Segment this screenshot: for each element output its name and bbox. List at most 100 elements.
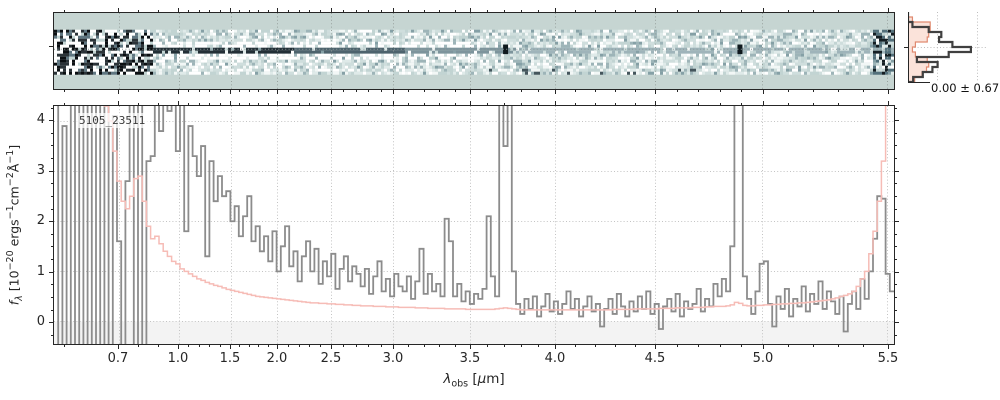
x-minor-tick	[838, 345, 839, 347]
y-minor-tick	[895, 335, 897, 336]
x-minor-tick	[615, 10, 616, 12]
x-minor-tick	[424, 345, 425, 347]
x-major-tick	[331, 101, 332, 105]
x-minor-tick	[698, 103, 699, 105]
x-minor-tick	[356, 10, 357, 12]
y-minor-tick	[895, 196, 897, 197]
x-minor-tick	[455, 10, 456, 12]
x-minor-tick	[408, 10, 409, 12]
x-minor-tick	[220, 90, 221, 92]
x-major-tick	[118, 90, 119, 94]
x-major-tick	[888, 90, 889, 94]
x-minor-tick	[368, 10, 369, 12]
x-minor-tick	[595, 345, 596, 347]
y-minor-tick	[895, 310, 897, 311]
x-minor-tick	[788, 103, 789, 105]
x-tick-label: 2.0	[266, 351, 288, 366]
x-minor-tick	[268, 345, 269, 347]
x-minor-tick	[199, 10, 200, 12]
y-major-tick	[895, 272, 899, 273]
x-minor-tick	[455, 345, 456, 347]
x-minor-tick	[258, 90, 259, 92]
y-minor-tick	[51, 310, 53, 311]
y-tick-label: 4	[36, 112, 45, 127]
x-major-tick	[393, 101, 394, 105]
x-major-tick	[331, 345, 332, 349]
twod-spectrum-canvas	[54, 13, 894, 89]
x-minor-tick	[595, 90, 596, 92]
x-minor-tick	[504, 345, 505, 347]
x-major-tick	[230, 8, 231, 12]
x-minor-tick	[439, 103, 440, 105]
x-minor-tick	[381, 345, 382, 347]
x-minor-tick	[368, 103, 369, 105]
y-minor-tick	[895, 145, 897, 146]
x-minor-tick	[863, 90, 864, 92]
y-major-tick	[895, 120, 899, 121]
x-minor-tick	[64, 345, 65, 347]
x-minor-tick	[863, 10, 864, 12]
x-minor-tick	[258, 103, 259, 105]
x-minor-tick	[439, 345, 440, 347]
x-major-tick	[470, 90, 471, 94]
y-major-tick	[49, 272, 53, 273]
x-minor-tick	[813, 10, 814, 12]
y-tick-label: 3	[36, 163, 45, 178]
x-minor-tick	[455, 90, 456, 92]
x-minor-tick	[356, 90, 357, 92]
x-minor-tick	[408, 345, 409, 347]
flux-plot-panel: 5105_23511	[53, 105, 895, 345]
x-minor-tick	[64, 10, 65, 12]
x-minor-tick	[64, 103, 65, 105]
x-minor-tick	[408, 90, 409, 92]
x-minor-tick	[199, 103, 200, 105]
x-minor-tick	[356, 345, 357, 347]
x-major-tick	[230, 90, 231, 94]
x-minor-tick	[439, 90, 440, 92]
x-major-tick	[393, 345, 394, 349]
y-minor-tick	[895, 297, 897, 298]
y-minor-tick	[895, 209, 897, 210]
y-minor-tick	[51, 209, 53, 210]
x-minor-tick	[424, 90, 425, 92]
x-major-tick	[178, 8, 179, 12]
x-minor-tick	[368, 90, 369, 92]
x-major-tick	[888, 8, 889, 12]
x-minor-tick	[268, 90, 269, 92]
y-tick-label: 2	[36, 213, 45, 228]
x-minor-tick	[239, 345, 240, 347]
x-minor-tick	[249, 345, 250, 347]
y-major-tick	[895, 322, 899, 323]
x-tick-label: 4.5	[644, 351, 666, 366]
x-minor-tick	[309, 10, 310, 12]
y-minor-tick	[51, 196, 53, 197]
x-minor-tick	[199, 345, 200, 347]
y-minor-tick	[895, 246, 897, 247]
x-minor-tick	[299, 10, 300, 12]
x-minor-tick	[268, 10, 269, 12]
x-axis-label: λobs [μm]	[443, 371, 505, 390]
x-minor-tick	[838, 10, 839, 12]
x-major-tick	[118, 345, 119, 349]
x-major-tick	[470, 101, 471, 105]
x-major-tick	[277, 90, 278, 94]
y-minor-tick	[51, 158, 53, 159]
x-minor-tick	[504, 103, 505, 105]
x-minor-tick	[188, 345, 189, 347]
x-minor-tick	[595, 103, 596, 105]
y-major-tick	[895, 221, 899, 222]
x-minor-tick	[381, 10, 382, 12]
x-minor-tick	[788, 90, 789, 92]
x-minor-tick	[455, 103, 456, 105]
y-minor-tick	[51, 183, 53, 184]
x-minor-tick	[813, 345, 814, 347]
x-minor-tick	[575, 10, 576, 12]
x-major-tick	[277, 101, 278, 105]
x-minor-tick	[158, 103, 159, 105]
x-minor-tick	[268, 103, 269, 105]
x-major-tick	[331, 8, 332, 12]
y-minor-tick	[895, 133, 897, 134]
x-minor-tick	[635, 10, 636, 12]
x-major-tick	[393, 8, 394, 12]
x-major-tick	[393, 90, 394, 94]
